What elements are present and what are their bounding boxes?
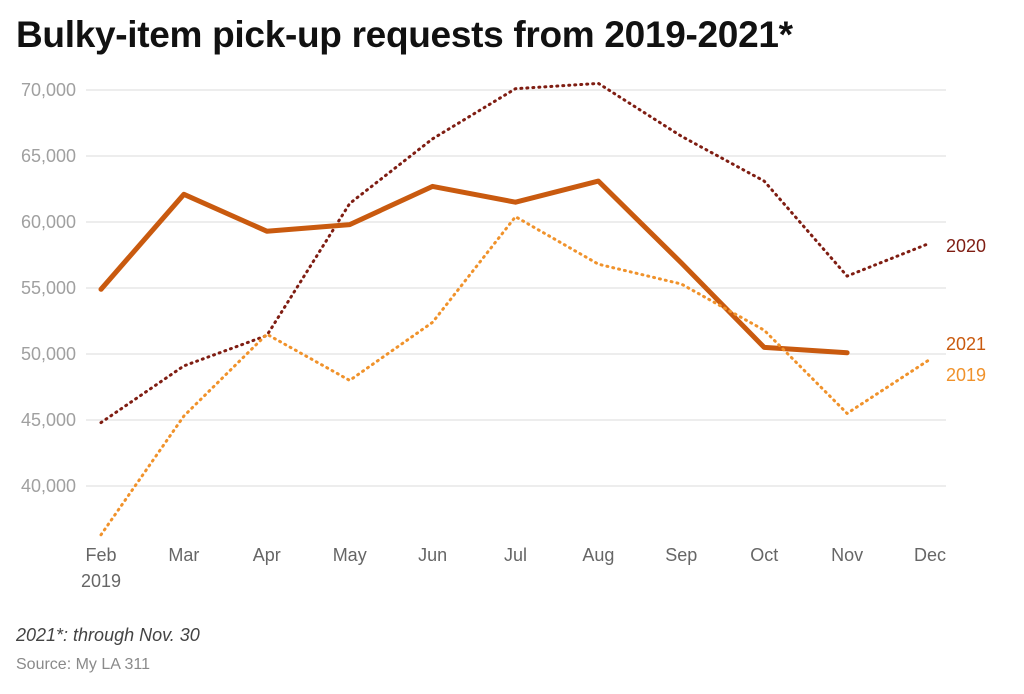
y-tick-label: 40,000 bbox=[21, 476, 76, 496]
footnote: 2021*: through Nov. 30 bbox=[16, 625, 200, 645]
series-line-2020 bbox=[99, 81, 932, 425]
y-tick-label: 55,000 bbox=[21, 278, 76, 298]
x-tick-label: Dec bbox=[914, 545, 946, 565]
x-tick-label: Nov bbox=[831, 545, 863, 565]
series-line-2021 bbox=[98, 178, 850, 356]
y-tick-label: 50,000 bbox=[21, 344, 76, 364]
x-tick-label: Apr bbox=[253, 545, 281, 565]
x-tick-label: Aug bbox=[582, 545, 614, 565]
series-labels: 2020 2021 2019 bbox=[946, 236, 986, 385]
y-tick-label: 60,000 bbox=[21, 212, 76, 232]
series-label-2021: 2021 bbox=[946, 334, 986, 354]
y-tick-label: 70,000 bbox=[21, 80, 76, 100]
y-tick-label: 65,000 bbox=[21, 146, 76, 166]
x-tick-label: Sep bbox=[665, 545, 697, 565]
gridlines bbox=[86, 89, 946, 487]
x-tick-label: Feb bbox=[85, 545, 116, 565]
x-tick-label: Mar bbox=[168, 545, 199, 565]
source-note: Source: My LA 311 bbox=[16, 656, 150, 673]
x-tick-label: Oct bbox=[750, 545, 778, 565]
x-tick-sublabel: 2019 bbox=[81, 571, 121, 591]
y-tick-label: 45,000 bbox=[21, 410, 76, 430]
x-tick-label: Jun bbox=[418, 545, 447, 565]
series-line-2019 bbox=[99, 215, 932, 537]
y-axis-ticks: 40,000 45,000 50,000 55,000 60,000 65,000 70,0… bbox=[21, 80, 76, 496]
series-label-2020: 2020 bbox=[946, 236, 986, 256]
series-lines bbox=[98, 81, 932, 537]
series-label-2019: 2019 bbox=[946, 365, 986, 385]
x-axis-ticks: Feb Mar Apr May Jun Jul Aug Sep Oct Nov Dec 2019 bbox=[81, 545, 946, 591]
x-tick-label: Jul bbox=[504, 545, 527, 565]
chart-title: Bulky-item pick-up requests from 2019-20… bbox=[16, 14, 793, 55]
x-tick-label: May bbox=[333, 545, 367, 565]
